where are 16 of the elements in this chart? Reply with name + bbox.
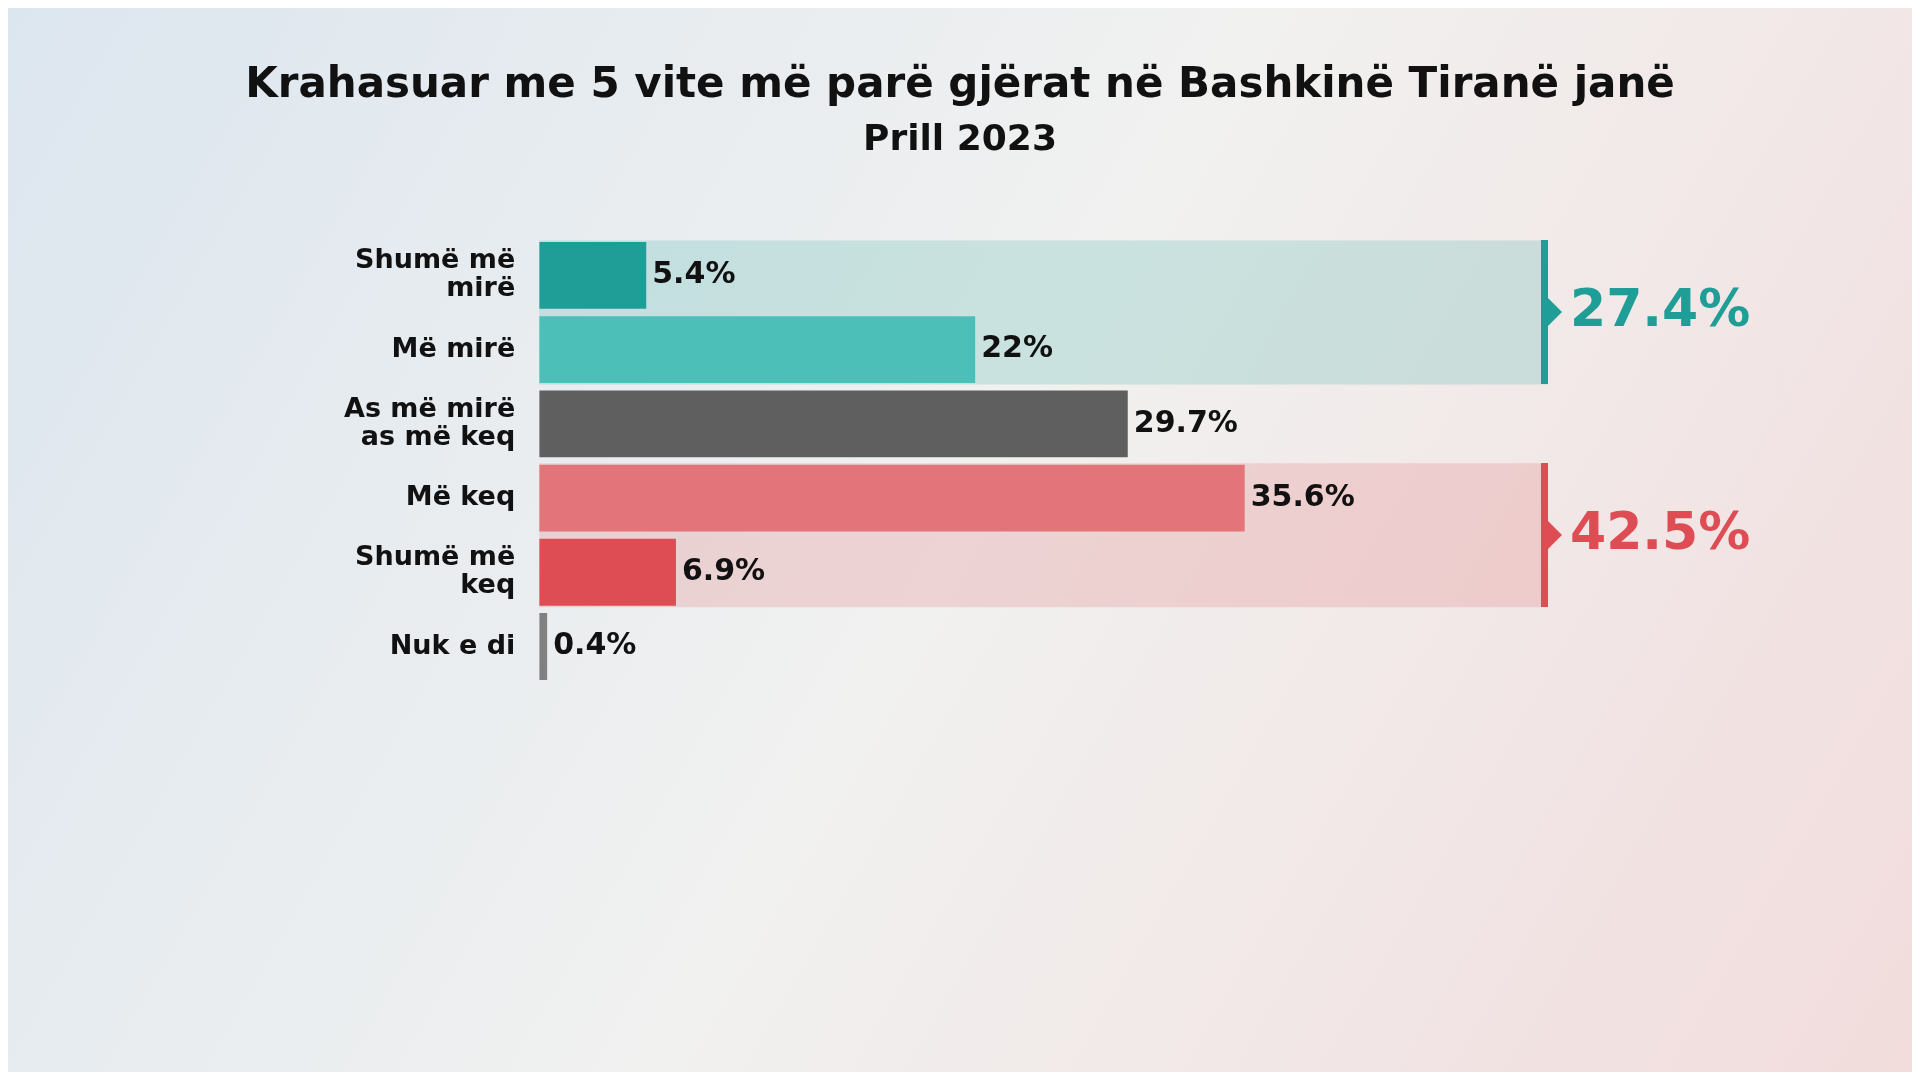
band-label: 42.5% [1570, 500, 1751, 561]
band-label: 27.4% [1570, 277, 1751, 338]
y-tick-label: Shumë më keq [355, 540, 516, 600]
y-tick-label: Më mirë [391, 331, 516, 363]
data-label: 5.4% [652, 255, 736, 291]
y-tick-label: Shumë më mirë [355, 243, 516, 303]
data-label: 35.6% [1250, 477, 1355, 513]
data-label: 22% [981, 329, 1053, 365]
y-tick-label: As më mirë as më keq [343, 391, 516, 451]
data-label: 6.9% [681, 552, 766, 588]
chart-subtitle: Prill 2023 [862, 117, 1058, 158]
chart-title: Krahasuar me 5 vite më parë gjërat në Bashkinë Tiranë janë [244, 57, 1676, 107]
y-tick-label: Më keq [405, 480, 516, 512]
y-tick-label: Nuk e di [389, 628, 516, 660]
data-label: 0.4% [553, 626, 637, 662]
data-label: 29.7% [1133, 403, 1238, 439]
